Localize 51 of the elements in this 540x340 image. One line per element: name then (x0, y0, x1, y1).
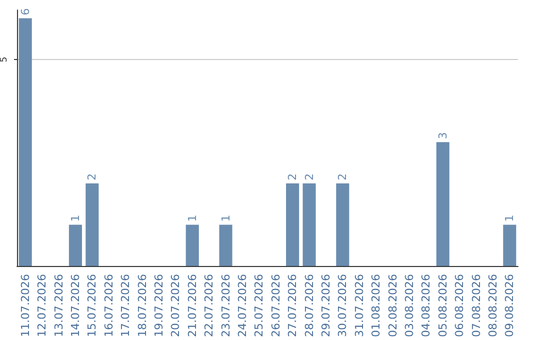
x-tick-label: 08.08.2026 (486, 274, 500, 338)
data-label: 2 (302, 173, 316, 180)
bar (503, 224, 516, 266)
data-label: 1 (68, 214, 82, 222)
x-tick-label: 25.07.2026 (252, 274, 266, 338)
x-tick-label: 22.07.2026 (202, 274, 216, 338)
bar (286, 183, 300, 266)
x-tick-label: 07.08.2026 (470, 274, 483, 338)
bar (219, 224, 232, 266)
x-tick-label: 28.07.2026 (302, 274, 316, 338)
bar (86, 183, 99, 266)
data-label: 2 (286, 173, 300, 180)
bar (186, 224, 199, 266)
x-tick-label: 05.08.2026 (436, 274, 450, 338)
x-tick-label: 30.07.2026 (336, 274, 350, 338)
data-label: 1 (503, 214, 516, 222)
bar (302, 183, 316, 266)
data-label: 2 (336, 173, 350, 180)
x-tick-label: 14.07.2026 (68, 274, 82, 338)
x-tick-label: 16.07.2026 (102, 274, 116, 338)
x-tick-label: 23.07.2026 (219, 274, 232, 338)
x-tick-label: 20.07.2026 (169, 274, 182, 338)
bar (18, 18, 32, 266)
x-tick-label: 12.07.2026 (36, 274, 49, 338)
x-tick-label: 03.08.2026 (402, 274, 416, 338)
x-tick-label: 26.07.2026 (269, 274, 282, 338)
x-tick-label: 06.08.2026 (453, 274, 466, 338)
x-tick-label: 29.07.2026 (319, 274, 332, 338)
x-tick-label: 09.08.2026 (503, 274, 516, 338)
bar (336, 183, 350, 266)
bar (68, 224, 82, 266)
x-tick-label: 15.07.2026 (86, 274, 99, 338)
data-label: 6 (18, 8, 32, 16)
x-tick-label: 04.08.2026 (420, 274, 433, 338)
bar (436, 142, 450, 266)
x-tick-label: 17.07.2026 (119, 274, 132, 338)
x-tick-label: 18.07.2026 (136, 274, 149, 338)
data-label: 1 (219, 214, 232, 222)
x-tick-label: 24.07.2026 (236, 274, 249, 338)
x-tick-label: 19.07.2026 (152, 274, 166, 338)
x-tick-label: 27.07.2026 (286, 274, 300, 338)
x-tick-label: 31.07.2026 (352, 274, 366, 338)
data-label: 2 (86, 173, 99, 180)
x-tick-label: 02.08.2026 (386, 274, 400, 338)
data-label: 3 (436, 132, 450, 140)
x-tick-label: 21.07.2026 (186, 274, 199, 338)
x-tick-label: 13.07.2026 (52, 274, 66, 338)
data-label: 1 (186, 214, 199, 222)
y-tick-label: 5 (0, 56, 10, 62)
x-tick-label: 01.08.2026 (370, 274, 383, 338)
x-tick-label: 11.07.2026 (18, 274, 32, 338)
